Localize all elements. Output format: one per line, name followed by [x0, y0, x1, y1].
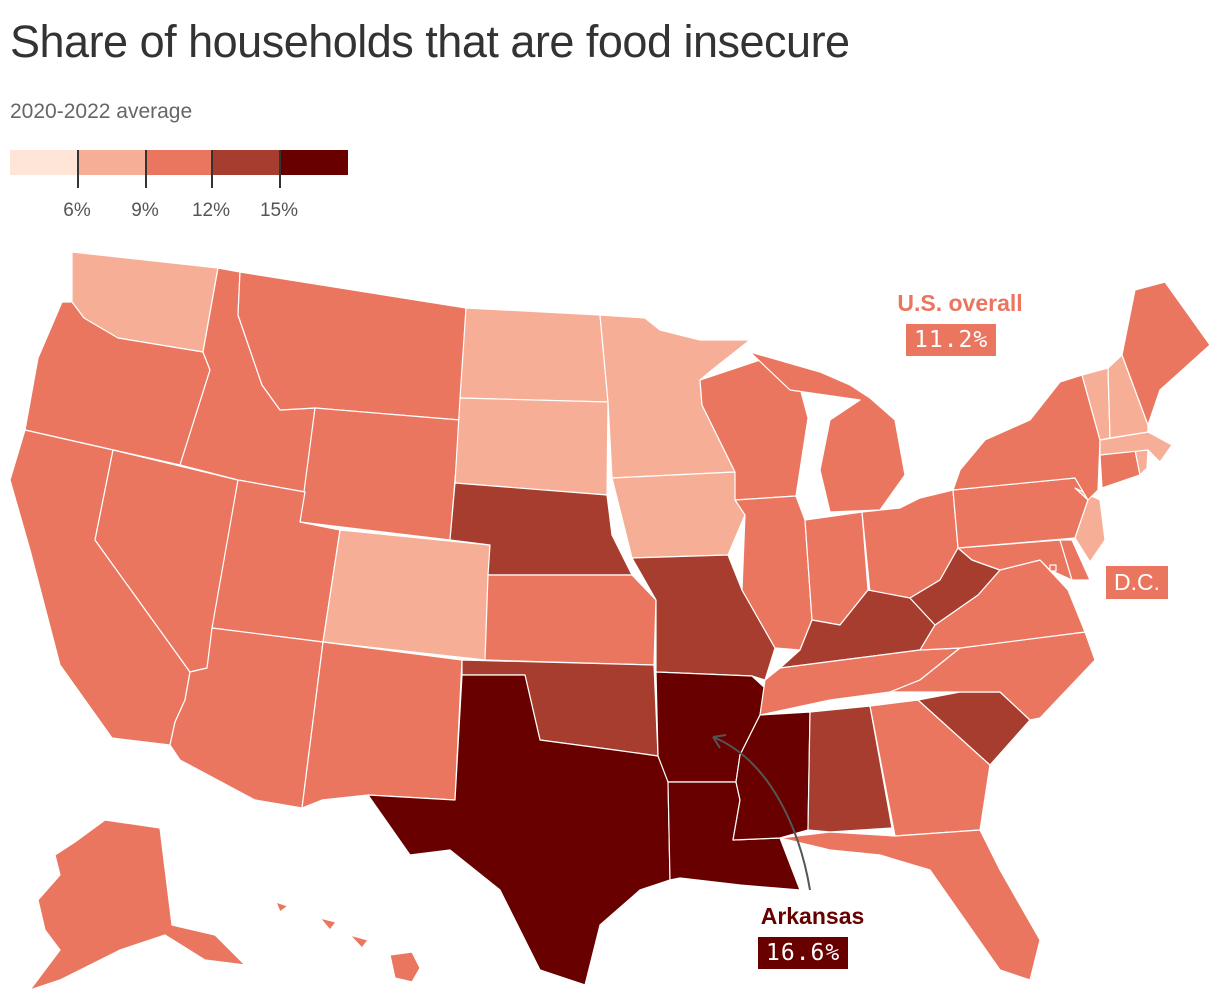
legend-bin-1 — [10, 150, 78, 175]
legend-bin-5 — [280, 150, 348, 175]
state-florida[interactable] — [779, 829, 1041, 981]
state-alabama[interactable] — [807, 705, 893, 833]
arkansas-label: Arkansas — [760, 903, 865, 929]
color-legend: 6% 9% 12% 15% — [10, 150, 348, 221]
legend-bin-2 — [78, 150, 146, 175]
arkansas-value: 16.6% — [758, 937, 849, 969]
state-colorado[interactable] — [322, 529, 491, 661]
legend-tick-label: 9% — [131, 200, 159, 221]
dc-label: D.C. — [1106, 566, 1168, 599]
state-minnesota[interactable] — [599, 314, 751, 479]
us-state-map — [9, 251, 1211, 991]
state-dc[interactable] — [1049, 564, 1057, 572]
arkansas-callout-arrow — [712, 736, 811, 891]
state-hawaii[interactable] — [275, 901, 421, 983]
state-texas[interactable] — [367, 674, 671, 986]
legend-tick — [77, 150, 79, 188]
state-north-carolina[interactable] — [889, 631, 1096, 721]
state-kansas[interactable] — [484, 574, 657, 666]
legend-tick-label: 15% — [259, 200, 299, 221]
state-montana[interactable] — [237, 271, 467, 421]
us-overall-label: U.S. overall — [897, 290, 1023, 316]
state-new-york[interactable] — [952, 374, 1101, 501]
us-overall-value: 11.2% — [906, 324, 997, 356]
chart-subtitle: 2020-2022 average — [10, 100, 193, 123]
legend-tick-label: 6% — [63, 200, 91, 221]
arkansas-callout-arrowhead — [712, 734, 727, 749]
state-connecticut[interactable] — [1099, 449, 1141, 489]
state-new-hampshire[interactable] — [1107, 354, 1149, 439]
legend-tick-label: 12% — [191, 200, 231, 221]
state-delaware[interactable] — [1059, 539, 1091, 581]
legend-tick — [279, 150, 281, 188]
state-new-mexico[interactable] — [301, 641, 463, 809]
legend-tick — [211, 150, 213, 188]
legend-bin-3 — [146, 150, 212, 175]
state-iowa[interactable] — [611, 471, 746, 559]
state-south-dakota[interactable] — [454, 397, 609, 496]
state-georgia[interactable] — [869, 699, 991, 837]
state-wyoming[interactable] — [299, 407, 461, 541]
state-alaska[interactable] — [29, 819, 246, 991]
legend-tick — [145, 150, 147, 188]
chart-title: Share of households that are food insecu… — [10, 16, 850, 67]
state-north-dakota[interactable] — [459, 307, 609, 403]
state-maine[interactable] — [1121, 281, 1211, 426]
legend-bin-4 — [212, 150, 280, 175]
